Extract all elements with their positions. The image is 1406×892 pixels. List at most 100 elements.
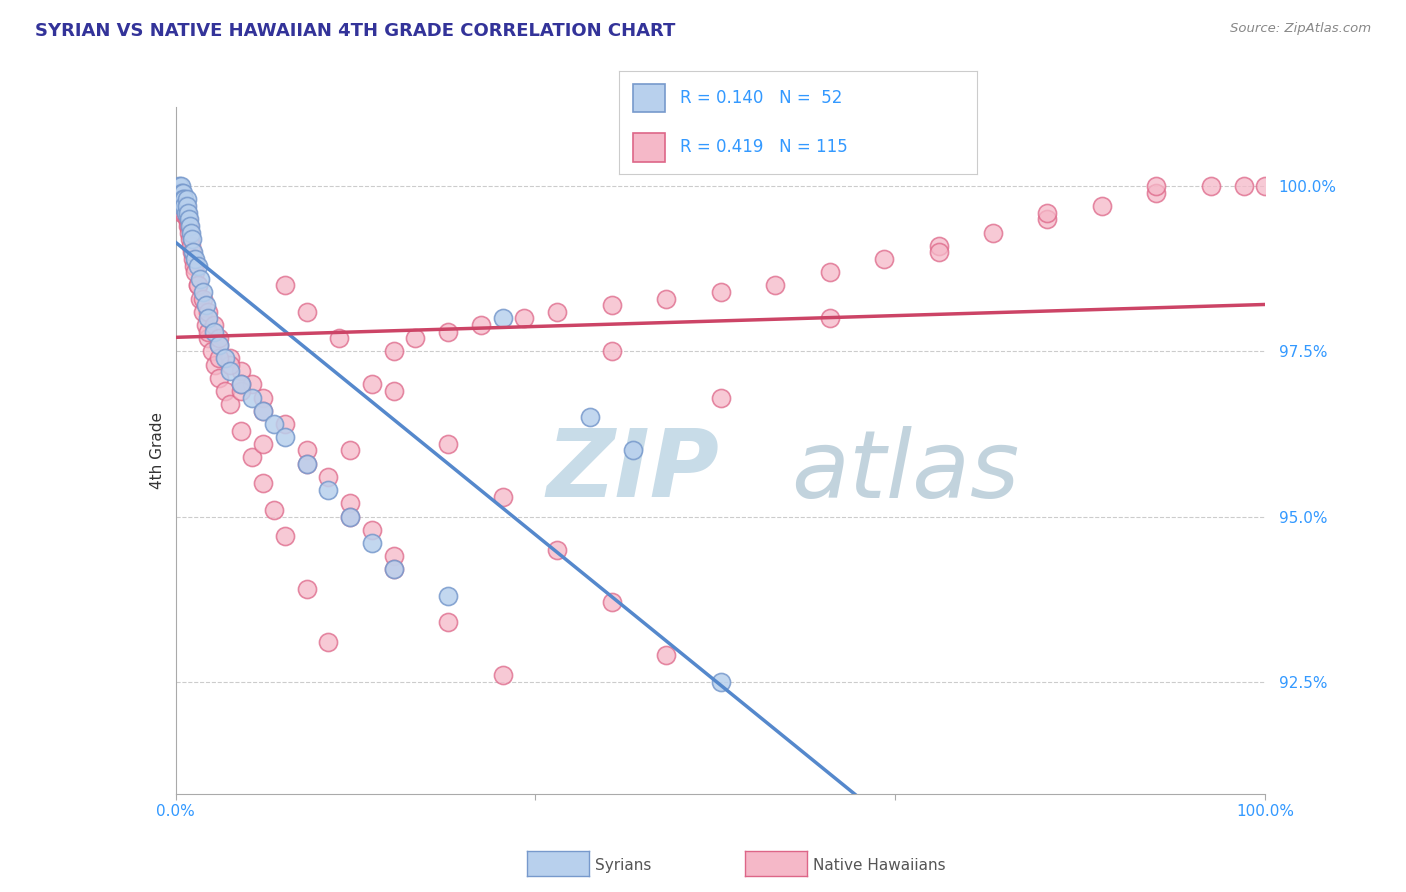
Point	[1091, 199, 1114, 213]
Point	[167, 186, 190, 200]
Point	[201, 344, 224, 359]
Point	[763, 278, 786, 293]
Point	[360, 377, 382, 392]
Point	[167, 193, 190, 207]
Text: Source: ZipAtlas.com: Source: ZipAtlas.com	[1230, 22, 1371, 36]
Point	[219, 397, 242, 411]
Point	[252, 404, 274, 418]
Point	[492, 668, 515, 682]
Point	[252, 437, 274, 451]
Point	[274, 417, 297, 431]
Point	[318, 483, 340, 497]
Point	[219, 351, 242, 365]
Point	[295, 457, 318, 471]
Point	[170, 186, 193, 200]
Point	[274, 278, 297, 293]
Point	[181, 245, 204, 260]
Point	[382, 562, 405, 576]
Point	[170, 199, 193, 213]
Point	[197, 305, 219, 319]
Point	[231, 384, 253, 398]
Point	[181, 245, 204, 260]
Point	[405, 331, 427, 345]
Point	[172, 199, 194, 213]
Point	[274, 430, 297, 444]
Point	[360, 523, 382, 537]
Point	[191, 292, 214, 306]
Point	[219, 358, 242, 372]
Point	[600, 298, 623, 312]
Point	[295, 582, 318, 596]
Point	[437, 325, 460, 339]
Point	[339, 509, 361, 524]
Point	[208, 331, 231, 345]
Point	[169, 193, 191, 207]
Text: Syrians: Syrians	[595, 858, 651, 872]
Point	[1144, 179, 1167, 194]
Point	[710, 391, 733, 405]
Point	[186, 259, 209, 273]
Point	[214, 384, 236, 398]
Point	[191, 305, 214, 319]
Point	[181, 232, 204, 246]
Point	[169, 193, 191, 207]
Point	[176, 212, 198, 227]
Point	[172, 199, 194, 213]
Point	[231, 364, 253, 378]
Point	[174, 205, 197, 219]
Text: atlas: atlas	[792, 425, 1019, 516]
Point	[173, 205, 195, 219]
Point	[513, 311, 536, 326]
Point	[169, 186, 191, 200]
Point	[191, 285, 214, 299]
Point	[231, 377, 253, 392]
Point	[180, 226, 202, 240]
Point	[1254, 179, 1277, 194]
Point	[173, 193, 195, 207]
Point	[928, 238, 950, 252]
Point	[600, 595, 623, 609]
Point	[546, 542, 568, 557]
Bar	[633, 84, 665, 112]
Point	[295, 457, 318, 471]
Point	[328, 331, 350, 345]
Point	[231, 377, 253, 392]
Point	[170, 193, 193, 207]
Point	[172, 186, 194, 200]
Point	[166, 186, 188, 200]
Point	[873, 252, 896, 266]
Point	[252, 391, 274, 405]
Point	[1199, 179, 1222, 194]
Point	[1036, 212, 1059, 227]
Point	[492, 490, 515, 504]
Point	[177, 219, 200, 233]
Point	[176, 193, 198, 207]
Point	[360, 536, 382, 550]
Point	[818, 265, 841, 279]
Point	[172, 193, 194, 207]
Point	[231, 424, 253, 438]
Point	[177, 212, 200, 227]
Point	[179, 219, 201, 233]
Point	[183, 259, 205, 273]
Point	[318, 470, 340, 484]
Point	[1232, 179, 1256, 194]
Point	[339, 496, 361, 510]
Point	[382, 549, 405, 563]
Point	[177, 212, 200, 227]
Point	[173, 199, 195, 213]
Text: R = 0.140   N =  52: R = 0.140 N = 52	[679, 88, 842, 106]
Text: ZIP: ZIP	[546, 425, 718, 517]
Point	[492, 311, 515, 326]
Point	[208, 351, 231, 365]
Point	[204, 358, 226, 372]
Point	[437, 615, 460, 629]
Point	[219, 364, 242, 378]
Point	[195, 298, 218, 312]
Point	[177, 205, 200, 219]
Point	[240, 377, 263, 392]
Point	[252, 404, 274, 418]
Point	[176, 199, 198, 213]
Point	[928, 245, 950, 260]
Point	[169, 186, 191, 200]
